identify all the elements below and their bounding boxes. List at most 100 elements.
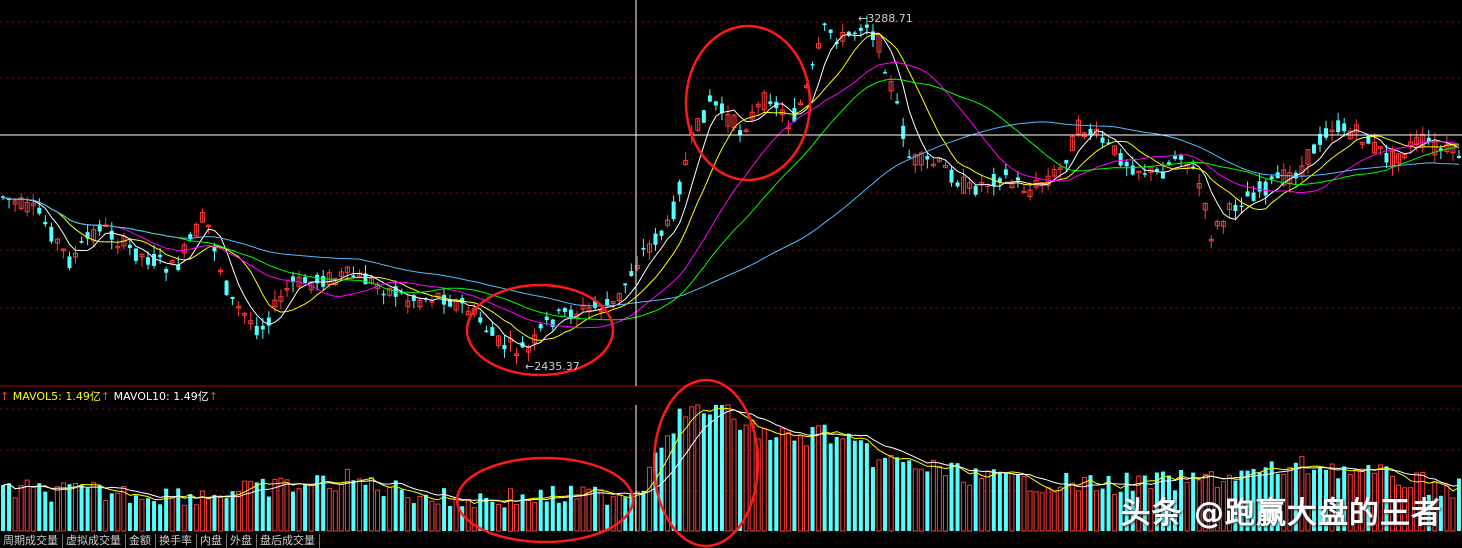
candle-body-down [538, 324, 543, 329]
candle-body-up [634, 265, 640, 270]
candle-body-up [387, 287, 393, 296]
volume-bar-down [212, 494, 217, 531]
volume-bar-up [961, 481, 967, 532]
volume-bar-down [870, 467, 875, 531]
candle-body-up [1226, 203, 1232, 211]
candle-body-down [858, 27, 863, 31]
candle-body-down [411, 295, 416, 301]
volume-bar-down [895, 457, 900, 531]
candle-body-down [363, 273, 368, 285]
volume-bar-down [1160, 471, 1165, 531]
candle-body-down [973, 185, 978, 195]
candle-body-up [30, 203, 36, 207]
volume-bar-down [1245, 470, 1250, 531]
candle-body-down [641, 248, 646, 250]
tab-inner-volume[interactable]: 内盘 [197, 534, 227, 548]
volume-bar-up [840, 438, 846, 532]
candle-body-up [18, 197, 24, 209]
candle-body-down [484, 330, 489, 333]
volume-bar-up [816, 425, 822, 532]
volume-bar-down [846, 433, 851, 531]
volume-bar-down [67, 484, 72, 531]
tab-amount[interactable]: 金额 [126, 534, 156, 548]
candle-body-down [260, 325, 265, 330]
volume-bar-down [411, 503, 416, 531]
volume-bar-down [852, 440, 857, 531]
volume-bar-down [991, 469, 996, 531]
volume-bar-up [1081, 476, 1087, 532]
volume-bar-down [158, 504, 163, 531]
candle-body-down [701, 110, 706, 123]
candle-body-up [248, 320, 254, 325]
volume-bar-up [12, 497, 18, 532]
volume-bar-down [593, 486, 598, 531]
volume-bar-down [146, 498, 151, 531]
candle-body-up [797, 102, 803, 105]
volume-bar-up [1033, 491, 1039, 532]
tab-virtual-volume[interactable]: 虚拟成交量 [63, 534, 126, 548]
volume-bar-down [478, 493, 483, 531]
volume-bar-down [556, 502, 561, 531]
candle-body-down [224, 280, 229, 296]
candle-body-up [616, 292, 622, 302]
candle-body-down [1003, 169, 1008, 176]
candle-body-up [1353, 124, 1359, 133]
volume-bar-down [1257, 472, 1262, 531]
mavol5-value: 1.49亿 [65, 390, 101, 403]
volume-bar-down [653, 452, 658, 531]
volume-bar-down [393, 480, 398, 531]
up-arrow-icon: ↑ [208, 390, 218, 403]
volume-bar-up [876, 459, 882, 532]
volume-bar-up [797, 435, 803, 532]
tab-period-volume[interactable]: 周期成交量 [0, 534, 63, 548]
candle-body-down [605, 298, 610, 306]
candle-body-up [181, 244, 187, 254]
candle-body-up [743, 129, 749, 132]
candle-body-up [1057, 167, 1063, 170]
volume-bar-down [79, 485, 84, 531]
volume-bar-up [942, 475, 948, 532]
volume-bar-down [774, 437, 779, 531]
candle-body-down [1100, 137, 1105, 143]
candle-body-down [864, 24, 869, 28]
candle-body-down [1366, 135, 1371, 144]
ma30-line [2, 78, 1460, 321]
volume-bar-up [332, 490, 338, 532]
candle-body-down [550, 319, 555, 328]
candle-body-down [67, 256, 72, 269]
candle-body-down [623, 283, 628, 286]
volume-bar-up [429, 500, 435, 532]
candle-body-up [1136, 170, 1142, 174]
candle-body-up [242, 312, 248, 316]
volume-bar-down [949, 462, 954, 531]
volume-bar-down [1088, 475, 1093, 531]
volume-bar-up [1287, 466, 1293, 532]
candle-body-up [840, 32, 846, 42]
volume-bar-down [1166, 475, 1171, 531]
candle-body-up [1214, 221, 1220, 227]
candle-body-up [308, 281, 314, 291]
tab-turnover[interactable]: 换手率 [156, 534, 197, 548]
volume-bar-down [127, 502, 132, 531]
volume-bar-up [912, 468, 918, 532]
candle-body-down [593, 300, 598, 308]
volume-bar-up [586, 488, 592, 532]
volume-bar-down [1106, 475, 1111, 531]
volume-bar-up [634, 491, 640, 532]
volume-bar-down [260, 478, 265, 531]
volume-bar-down [230, 491, 235, 531]
candle-body-up [344, 266, 350, 273]
volume-bar-down [834, 436, 839, 531]
candle-body-down [738, 130, 743, 135]
candle-body-up [646, 243, 652, 253]
volume-bar-up [610, 496, 616, 532]
candle-body-down [321, 275, 326, 287]
tab-outer-volume[interactable]: 外盘 [227, 534, 257, 548]
volume-bar-down [1426, 494, 1431, 531]
candle-body-down [768, 101, 773, 105]
tab-after-hours-volume[interactable]: 盘后成交量 [257, 534, 320, 548]
volume-bar-up [169, 497, 175, 532]
volume-bar-down [544, 501, 549, 531]
volume-bar-down [1239, 470, 1244, 531]
volume-bar-up [1299, 456, 1305, 532]
